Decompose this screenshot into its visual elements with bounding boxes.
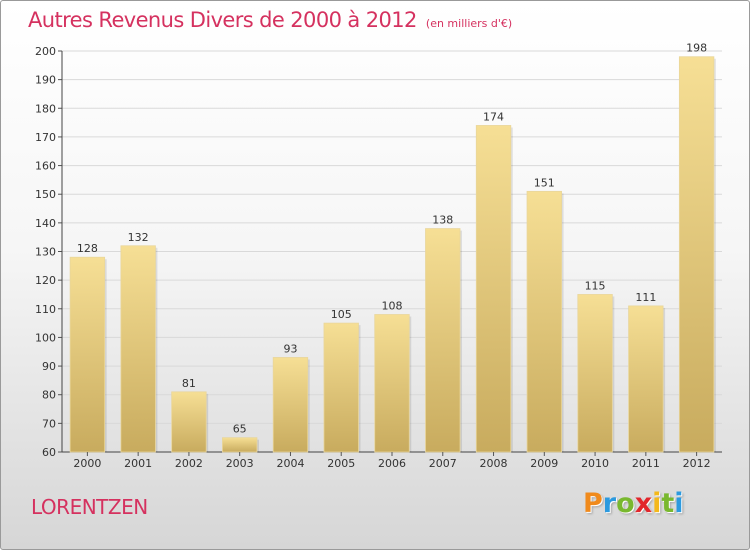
bar-value-label: 108 <box>382 300 403 313</box>
bar-value-label: 65 <box>233 423 247 436</box>
y-tick-label: 170 <box>35 131 56 144</box>
bar-value-label: 111 <box>635 291 656 304</box>
y-tick-label: 130 <box>35 246 56 259</box>
bar-value-label: 81 <box>182 377 196 390</box>
logo-letter: t <box>661 488 675 519</box>
y-tick-label: 140 <box>35 217 56 230</box>
y-tick-label: 70 <box>42 417 56 430</box>
commune-name: LORENTZEN <box>31 495 148 519</box>
bar <box>526 190 562 453</box>
x-tick-label: 2005 <box>327 457 355 470</box>
bar <box>475 125 512 453</box>
x-tick-label: 2007 <box>429 457 457 470</box>
y-tick-label: 190 <box>35 74 56 87</box>
x-tick-label: 2009 <box>530 457 558 470</box>
y-tick-label: 200 <box>35 45 56 58</box>
y-tick-label: 60 <box>42 446 56 459</box>
x-tick-label: 2011 <box>632 457 660 470</box>
proxiti-logo: Proxiti <box>583 488 684 519</box>
bar-value-label: 128 <box>77 242 98 255</box>
y-tick-label: 180 <box>35 102 56 115</box>
bar <box>69 256 106 453</box>
bar <box>222 437 258 453</box>
bar <box>120 245 156 453</box>
y-tick-label: 90 <box>42 360 56 373</box>
x-tick-label: 2000 <box>73 457 101 470</box>
bar-value-label: 138 <box>432 214 453 227</box>
title-row: Autres Revenus Divers de 2000 à 2012 (en… <box>28 8 512 32</box>
bar <box>425 228 461 453</box>
chart-subtitle: (en milliers d'€) <box>425 17 513 30</box>
logo-letter: i <box>674 488 684 519</box>
logo-letter: r <box>602 488 617 519</box>
logo-letter: x <box>634 488 653 519</box>
bar <box>374 314 410 453</box>
bar-value-label: 132 <box>128 231 149 244</box>
y-tick-label: 120 <box>35 274 56 287</box>
bar-value-label: 93 <box>283 342 297 355</box>
bar-value-label: 105 <box>331 308 352 321</box>
x-tick-label: 2010 <box>581 457 609 470</box>
logo-letter: i <box>652 488 662 519</box>
bar-value-label: 151 <box>534 176 555 189</box>
logo-letter: P <box>583 488 603 519</box>
logo-letter: o <box>616 488 635 519</box>
y-tick-label: 80 <box>42 389 56 402</box>
x-tick-label: 2002 <box>175 457 203 470</box>
x-tick-label: 2003 <box>226 457 254 470</box>
bar <box>678 56 715 453</box>
bar <box>577 294 613 453</box>
y-tick-label: 110 <box>35 303 56 316</box>
x-tick-label: 2004 <box>276 457 304 470</box>
x-tick-label: 2008 <box>480 457 508 470</box>
y-tick-label: 160 <box>35 160 56 173</box>
bar <box>323 322 359 453</box>
y-tick-label: 150 <box>35 188 56 201</box>
x-tick-label: 2001 <box>124 457 152 470</box>
bar-value-label: 174 <box>483 110 504 123</box>
bar <box>272 357 309 453</box>
bar-value-label: 115 <box>585 279 606 292</box>
bar <box>628 305 664 453</box>
x-tick-label: 2012 <box>683 457 711 470</box>
chart-title: Autres Revenus Divers de 2000 à 2012 <box>28 8 417 32</box>
y-tick-label: 100 <box>35 331 56 344</box>
x-tick-label: 2006 <box>378 457 406 470</box>
bar-value-label: 198 <box>686 42 707 55</box>
bar <box>171 391 207 453</box>
